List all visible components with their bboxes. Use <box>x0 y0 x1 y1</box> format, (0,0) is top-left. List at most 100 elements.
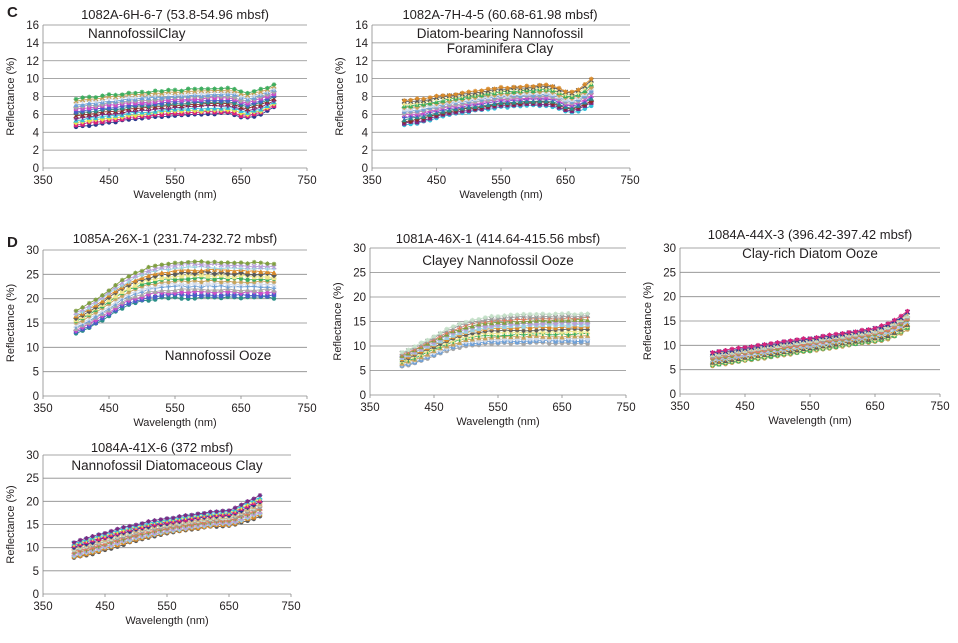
data-point <box>547 328 552 333</box>
data-point <box>96 532 101 537</box>
data-point <box>179 296 184 301</box>
x-tick-label: 750 <box>281 601 300 613</box>
data-point <box>146 108 151 113</box>
data-point <box>572 316 577 322</box>
data-point <box>192 86 197 92</box>
data-point <box>212 284 217 289</box>
data-point <box>559 314 565 320</box>
data-point <box>527 328 533 333</box>
data-point <box>476 316 481 322</box>
data-point <box>106 112 112 117</box>
data-point <box>453 92 459 97</box>
data-point <box>489 313 494 319</box>
data-point <box>245 277 250 283</box>
data-point <box>113 294 118 299</box>
data-point <box>238 295 244 301</box>
data-point <box>547 316 552 322</box>
data-point <box>238 94 244 99</box>
data-point <box>126 274 131 279</box>
data-point <box>99 298 106 304</box>
data-point <box>502 313 507 318</box>
data-point <box>152 518 157 523</box>
x-tick-label: 750 <box>297 175 316 187</box>
panel-letter-d: D <box>7 234 18 251</box>
data-point <box>146 519 151 524</box>
y-tick-label: 0 <box>33 391 39 403</box>
data-point <box>566 332 571 338</box>
data-point <box>112 299 119 305</box>
x-tick-label: 750 <box>616 402 635 414</box>
y-axis-label: Reflectance (%) <box>332 282 344 360</box>
data-point <box>120 106 125 111</box>
data-point <box>198 268 205 274</box>
data-point <box>438 330 443 336</box>
x-tick-label: 350 <box>33 403 52 415</box>
data-point <box>115 526 120 532</box>
data-point <box>211 289 218 296</box>
data-point <box>192 278 197 283</box>
data-point <box>572 331 577 337</box>
data-point <box>755 342 761 348</box>
data-point <box>566 323 571 328</box>
data-point <box>232 260 237 266</box>
data-point <box>87 114 92 119</box>
data-point <box>521 328 526 334</box>
data-point <box>86 100 92 106</box>
data-point <box>80 95 85 100</box>
data-point <box>185 269 192 276</box>
data-point <box>589 76 594 82</box>
y-tick-label: 6 <box>362 109 368 121</box>
data-point <box>527 314 533 321</box>
data-point <box>540 311 545 316</box>
y-tick-label: 0 <box>360 390 366 402</box>
data-point <box>547 325 552 331</box>
data-point <box>553 332 558 337</box>
data-point <box>219 103 224 109</box>
y-tick-label: 10 <box>26 342 39 354</box>
data-point <box>79 101 86 107</box>
data-point <box>179 88 184 94</box>
data-point <box>540 330 546 336</box>
y-tick-label: 14 <box>26 38 39 50</box>
data-point <box>152 266 158 272</box>
y-tick-label: 20 <box>663 292 676 304</box>
data-point <box>476 326 481 332</box>
data-point <box>232 280 237 285</box>
data-point <box>238 287 244 293</box>
data-point <box>827 332 832 337</box>
data-point <box>463 319 469 325</box>
y-tick-label: 4 <box>362 127 369 139</box>
y-tick-label: 20 <box>26 496 39 508</box>
data-point <box>559 334 565 340</box>
data-point <box>729 346 735 352</box>
data-point <box>218 269 225 276</box>
data-point <box>80 318 85 324</box>
data-point <box>238 269 244 276</box>
data-point <box>191 270 198 277</box>
data-point <box>457 321 462 327</box>
data-point <box>109 528 114 534</box>
data-point <box>245 280 250 285</box>
y-tick-label: 16 <box>26 20 39 32</box>
data-point <box>447 103 452 108</box>
x-tick-label: 550 <box>165 175 184 187</box>
data-point <box>402 98 407 103</box>
data-point <box>159 94 165 100</box>
data-point <box>483 315 488 320</box>
data-point <box>271 82 277 87</box>
data-point <box>195 511 201 516</box>
data-point <box>533 314 540 321</box>
data-point <box>252 284 257 289</box>
data-point <box>120 92 125 97</box>
y-tick-label: 25 <box>26 473 39 485</box>
data-point <box>159 285 164 290</box>
data-point <box>119 299 125 305</box>
data-point <box>584 336 591 343</box>
data-point <box>431 339 437 346</box>
y-tick-label: 0 <box>33 589 39 601</box>
chart-6: 1084A-41X-6 (372 mbsf) 0 5 10 15 20 25 30 350 450… <box>5 440 301 627</box>
data-point <box>265 261 270 266</box>
data-point <box>485 98 491 103</box>
x-tick-label: 750 <box>297 403 316 415</box>
data-point <box>534 328 539 333</box>
